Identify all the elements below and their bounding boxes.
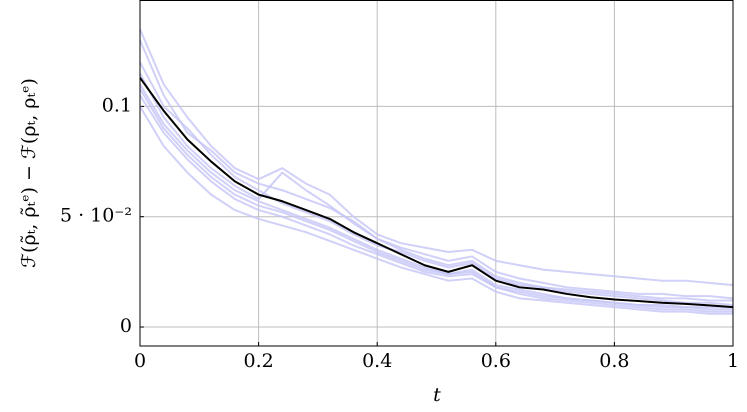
series-line — [139, 28, 734, 287]
series-line — [139, 105, 733, 315]
plot-frame — [139, 0, 734, 347]
series-line — [139, 39, 734, 300]
x-tick-label: 0.6 — [481, 350, 511, 372]
series-line — [139, 94, 733, 313]
series-line — [139, 88, 733, 309]
x-tick-label: 0.4 — [362, 350, 392, 372]
y-tick-label: 0.1 — [102, 94, 132, 116]
series-line — [139, 61, 734, 306]
x-axis-label: t — [433, 384, 441, 406]
y-tick-label: 5 · 10⁻² — [60, 205, 132, 227]
series-line — [139, 72, 733, 302]
x-tick-label: 1 — [727, 350, 739, 372]
series-line — [139, 77, 734, 309]
y-axis-label: ℱ(ρ̃ₜ, ρ̃ₜᵉ) − ℱ(ρₜ, ρₜᵉ) — [18, 78, 40, 268]
y-tick-label: 0 — [120, 315, 132, 337]
series-line — [139, 83, 733, 311]
x-tick-label: 0.2 — [243, 350, 273, 372]
x-tick-label: 0 — [134, 350, 146, 372]
x-tick-label: 0.8 — [599, 350, 629, 372]
